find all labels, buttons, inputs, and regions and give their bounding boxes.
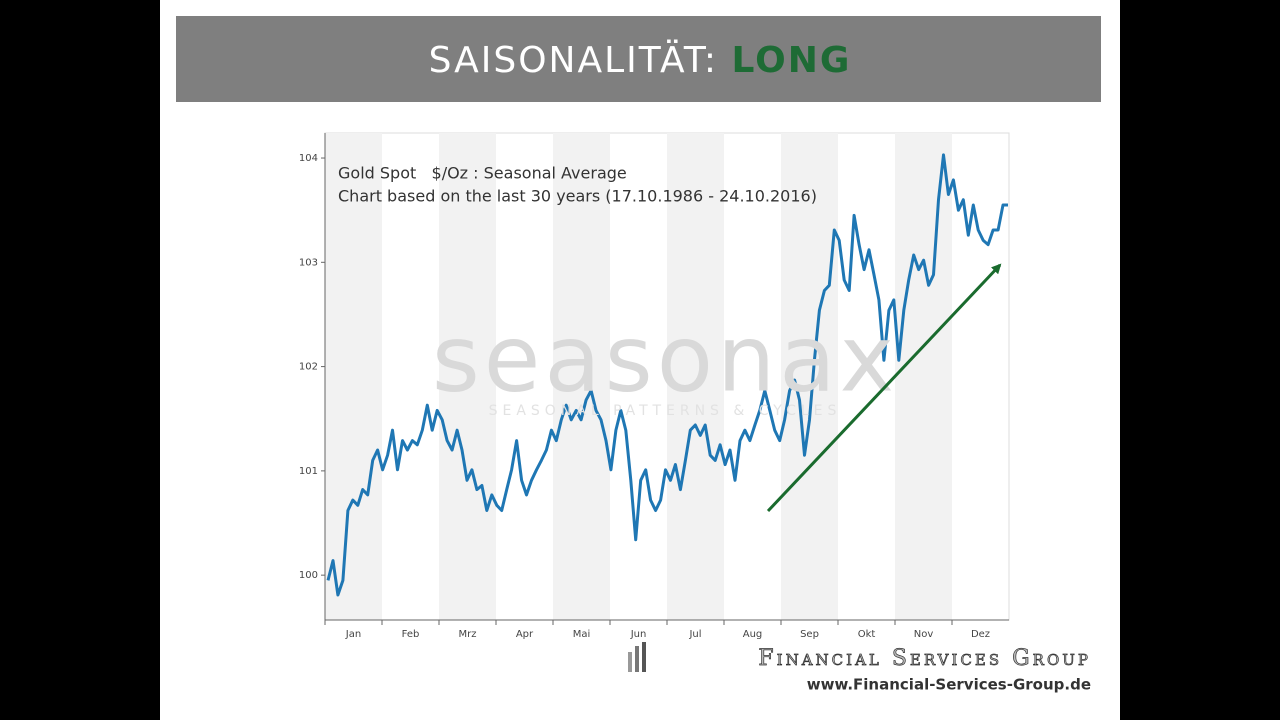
chart-subtitle: Chart based on the last 30 years (17.10.… (338, 187, 817, 206)
month-band (895, 133, 952, 620)
x-tick-label: Dez (971, 629, 990, 640)
title-text: SAISONALITÄT: (429, 39, 718, 81)
title-highlight: LONG (731, 40, 851, 81)
y-tick-label: 102 (299, 362, 318, 373)
month-band (439, 133, 496, 620)
company-url: www.Financial-Services-Group.de (807, 676, 1091, 694)
x-tick-label: Sep (800, 629, 819, 640)
y-tick-label: 100 (299, 570, 318, 581)
x-tick-label: Okt (858, 629, 876, 640)
slide-title: SAISONALITÄT: LONG (429, 39, 852, 81)
title-bar (176, 16, 1101, 102)
y-tick-label: 104 (299, 153, 318, 164)
trend-arrow (766, 263, 1002, 513)
y-tick-label: 101 (299, 466, 318, 477)
watermark-brand: seasonax (432, 305, 898, 412)
month-band (667, 133, 724, 620)
x-tick-label: Mrz (459, 629, 477, 640)
month-band (781, 133, 838, 620)
x-tick-label: Jun (630, 629, 647, 640)
x-tick-label: Jul (688, 629, 701, 640)
company-name: Financial Services Group (758, 646, 1091, 671)
x-tick-label: Nov (914, 629, 934, 640)
logo (628, 642, 646, 672)
y-tick-label: 103 (299, 257, 318, 268)
x-tick-label: Feb (402, 629, 420, 640)
x-tick-label: Jan (345, 629, 361, 640)
month-band (553, 133, 610, 620)
month-band (325, 133, 382, 620)
x-tick-label: Aug (743, 629, 763, 640)
x-tick-label: Apr (516, 629, 534, 640)
price-line (326, 153, 1008, 597)
watermark-tagline: SEASONAL PATTERNS & CYCLES (489, 403, 842, 419)
x-tick-label: Mai (573, 629, 591, 640)
chart-title: Gold Spot $/Oz : Seasonal Average (338, 164, 627, 183)
